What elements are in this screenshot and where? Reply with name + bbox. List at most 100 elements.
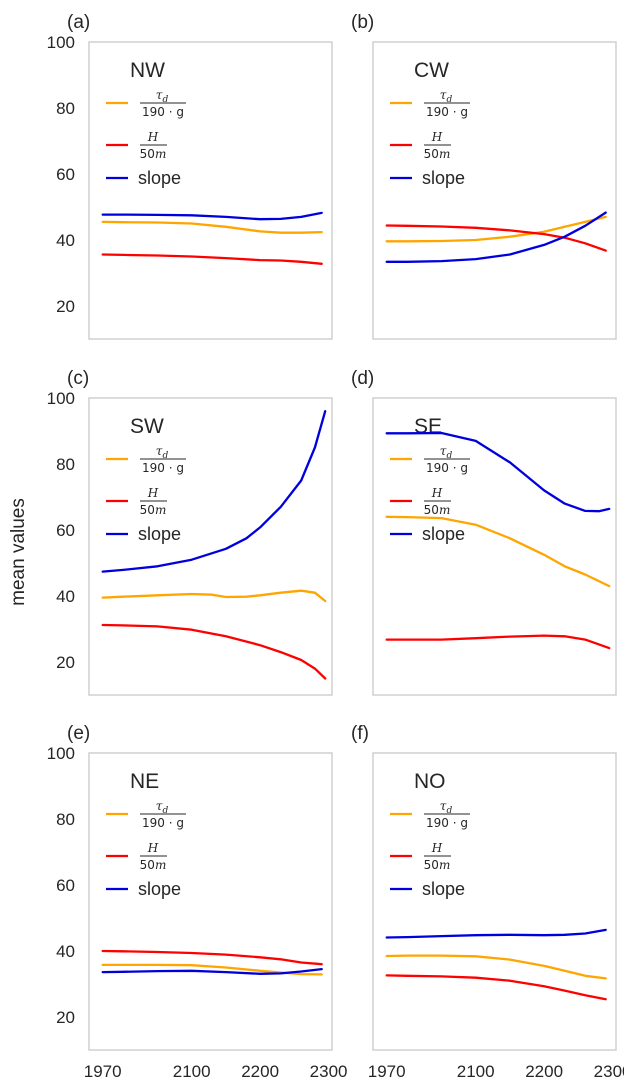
panel-nw-series-slope xyxy=(101,211,323,221)
legend-tau-numerator: τd xyxy=(440,444,453,461)
y-tick-label: 80 xyxy=(56,99,75,118)
legend-h-numerator: H xyxy=(147,486,159,500)
panel-se-title: SE xyxy=(414,415,442,438)
y-tick-label: 80 xyxy=(56,810,75,829)
legend-slope-label: slope xyxy=(138,168,181,188)
legend-tau-denominator: 190 · g xyxy=(142,105,184,119)
panel-ne-title: NE xyxy=(130,770,159,793)
legend-slope-label: slope xyxy=(138,879,181,899)
panel-ne-series-tau xyxy=(101,963,323,976)
panel-ne-series-h xyxy=(101,949,323,966)
legend-h-numerator: H xyxy=(147,130,159,144)
y-tick-label: 20 xyxy=(56,297,75,316)
legend-tau-numerator: τd xyxy=(156,444,169,461)
legend-tau-denominator: 190 · g xyxy=(426,105,468,119)
panel-se-series-slope xyxy=(385,431,611,513)
panel-ne-frame xyxy=(88,752,333,1051)
legend-h-denominator: 50m xyxy=(140,858,167,872)
legend-tau-denominator: 190 · g xyxy=(426,461,468,475)
x-tick-label: 2300 xyxy=(594,1062,624,1081)
panel-cw-series-tau xyxy=(385,215,607,243)
legend-h-denominator: 50m xyxy=(140,147,167,161)
y-tick-label: 100 xyxy=(47,744,75,763)
legend-tau-numerator: τd xyxy=(156,799,169,816)
panel-cw-frame xyxy=(372,41,617,340)
legend-slope-label: slope xyxy=(422,168,465,188)
y-tick-label: 80 xyxy=(56,455,75,474)
legend-h-numerator: H xyxy=(431,130,443,144)
legend-tau-numerator: τd xyxy=(156,88,169,105)
panel-no-title: NO xyxy=(414,770,446,793)
panel-se-series-h xyxy=(385,634,611,650)
x-tick-label: 2300 xyxy=(310,1062,348,1081)
y-tick-label: 100 xyxy=(47,389,75,408)
legend-slope-label: slope xyxy=(422,879,465,899)
legend-slope-label: slope xyxy=(422,524,465,544)
panel-sw-frame xyxy=(88,397,333,696)
panel-sw-series-slope xyxy=(101,410,327,573)
panel-ne-letter: (e) xyxy=(67,723,90,744)
panel-nw-letter: (a) xyxy=(67,12,90,33)
y-tick-label: 40 xyxy=(56,587,75,606)
panel-ne-series-slope xyxy=(101,967,323,975)
panel-sw-series-h xyxy=(101,623,327,680)
panel-nw-series-tau xyxy=(101,220,323,234)
y-tick-label: 40 xyxy=(56,231,75,250)
x-tick-label: 2200 xyxy=(241,1062,279,1081)
panel-no-frame xyxy=(372,752,617,1051)
panel-se-series-tau xyxy=(385,515,611,588)
legend-h-numerator: H xyxy=(431,841,443,855)
x-tick-label: 2100 xyxy=(173,1062,211,1081)
panel-no-letter: (f) xyxy=(351,723,369,744)
y-tick-label: 60 xyxy=(56,876,75,895)
legend-tau-numerator: τd xyxy=(440,799,453,816)
panel-no-series-tau xyxy=(385,954,607,980)
legend-h-denominator: 50m xyxy=(140,503,167,517)
y-axis-label: mean values xyxy=(8,498,29,606)
legend-h-numerator: H xyxy=(147,841,159,855)
panel-cw-letter: (b) xyxy=(351,12,374,33)
panel-nw-title: NW xyxy=(130,59,165,82)
x-tick-label: 2100 xyxy=(457,1062,495,1081)
panel-se-letter: (d) xyxy=(351,368,374,389)
y-tick-label: 100 xyxy=(47,33,75,52)
legend-tau-numerator: τd xyxy=(440,88,453,105)
panel-sw-title: SW xyxy=(130,415,164,438)
x-tick-label: 2200 xyxy=(525,1062,563,1081)
legend-tau-denominator: 190 · g xyxy=(426,816,468,830)
y-tick-label: 60 xyxy=(56,521,75,540)
panel-nw-frame xyxy=(88,41,333,340)
panel-cw-title: CW xyxy=(414,59,449,82)
legend-tau-denominator: 190 · g xyxy=(142,816,184,830)
panel-cw-series-h xyxy=(385,224,607,252)
panel-sw-letter: (c) xyxy=(67,368,89,389)
panel-sw-series-tau xyxy=(101,589,327,603)
legend-h-denominator: 50m xyxy=(424,503,451,517)
legend-h-denominator: 50m xyxy=(424,147,451,161)
legend-slope-label: slope xyxy=(138,524,181,544)
x-tick-label: 1970 xyxy=(368,1062,406,1081)
legend-h-denominator: 50m xyxy=(424,858,451,872)
y-tick-label: 60 xyxy=(56,165,75,184)
y-tick-label: 20 xyxy=(56,1008,75,1027)
panel-no-series-h xyxy=(385,974,607,1001)
y-tick-label: 20 xyxy=(56,653,75,672)
panel-se-frame xyxy=(372,397,617,696)
legend-h-numerator: H xyxy=(431,486,443,500)
panel-no-series-slope xyxy=(385,928,607,939)
panel-nw-series-h xyxy=(101,253,323,265)
y-tick-label: 40 xyxy=(56,942,75,961)
